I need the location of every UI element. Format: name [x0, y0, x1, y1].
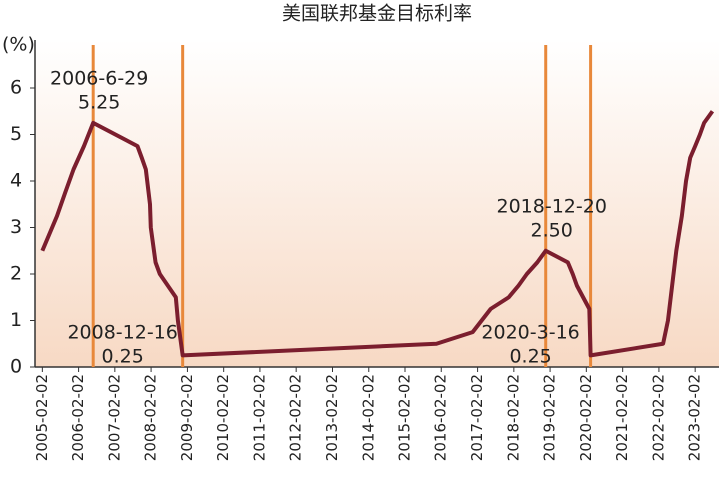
x-tick-label: 2023-02-02	[686, 374, 704, 461]
annotation-date: 2006-6-29	[50, 67, 148, 89]
y-tick-label: 4	[10, 170, 22, 192]
x-tick-label: 2016-02-02	[432, 374, 450, 461]
x-tick-label: 2008-02-02	[142, 374, 160, 461]
x-tick-label: 2006-02-02	[69, 374, 87, 461]
annotation-value: 5.25	[78, 91, 120, 113]
x-tick-label: 2018-02-02	[504, 374, 522, 461]
x-tick-label: 2007-02-02	[105, 374, 123, 461]
x-tick-label: 2015-02-02	[396, 374, 414, 461]
x-tick-label: 2014-02-02	[359, 374, 377, 461]
data-line	[40, 110, 715, 358]
x-tick-label: 2021-02-02	[613, 374, 631, 461]
annotation-date: 2020-3-16	[481, 322, 579, 344]
x-tick-label: 2012-02-02	[287, 374, 305, 461]
x-tick-label: 2013-02-02	[323, 374, 341, 461]
x-tick-label: 2020-02-02	[577, 374, 595, 461]
x-tick-label: 2009-02-02	[178, 374, 196, 461]
x-tick-label: 2010-02-02	[214, 374, 232, 461]
y-tick-label: 5	[10, 123, 22, 145]
annotation-date: 2008-12-16	[67, 322, 177, 344]
y-tick-label: 3	[10, 216, 22, 238]
x-tick-label: 2017-02-02	[468, 374, 486, 461]
x-tick-label: 2019-02-02	[541, 374, 559, 461]
y-tick-label: 6	[10, 77, 22, 99]
y-tick-label: 2	[10, 263, 22, 285]
x-tick-label: 2011-02-02	[250, 374, 268, 461]
x-tick-label: 2022-02-02	[649, 374, 667, 461]
annotation-value: 0.25	[102, 346, 144, 368]
y-tick-label: 0	[10, 356, 22, 378]
chart-title: 美国联邦基金目标利率	[282, 3, 472, 25]
y-axis-label: (%)	[2, 34, 35, 56]
annotation-value: 2.50	[531, 219, 573, 241]
annotation-date: 2018-12-20	[497, 195, 607, 217]
y-tick-label: 1	[10, 309, 22, 331]
annotation-value: 0.25	[509, 346, 551, 368]
x-tick-label: 2005-02-02	[33, 374, 51, 461]
